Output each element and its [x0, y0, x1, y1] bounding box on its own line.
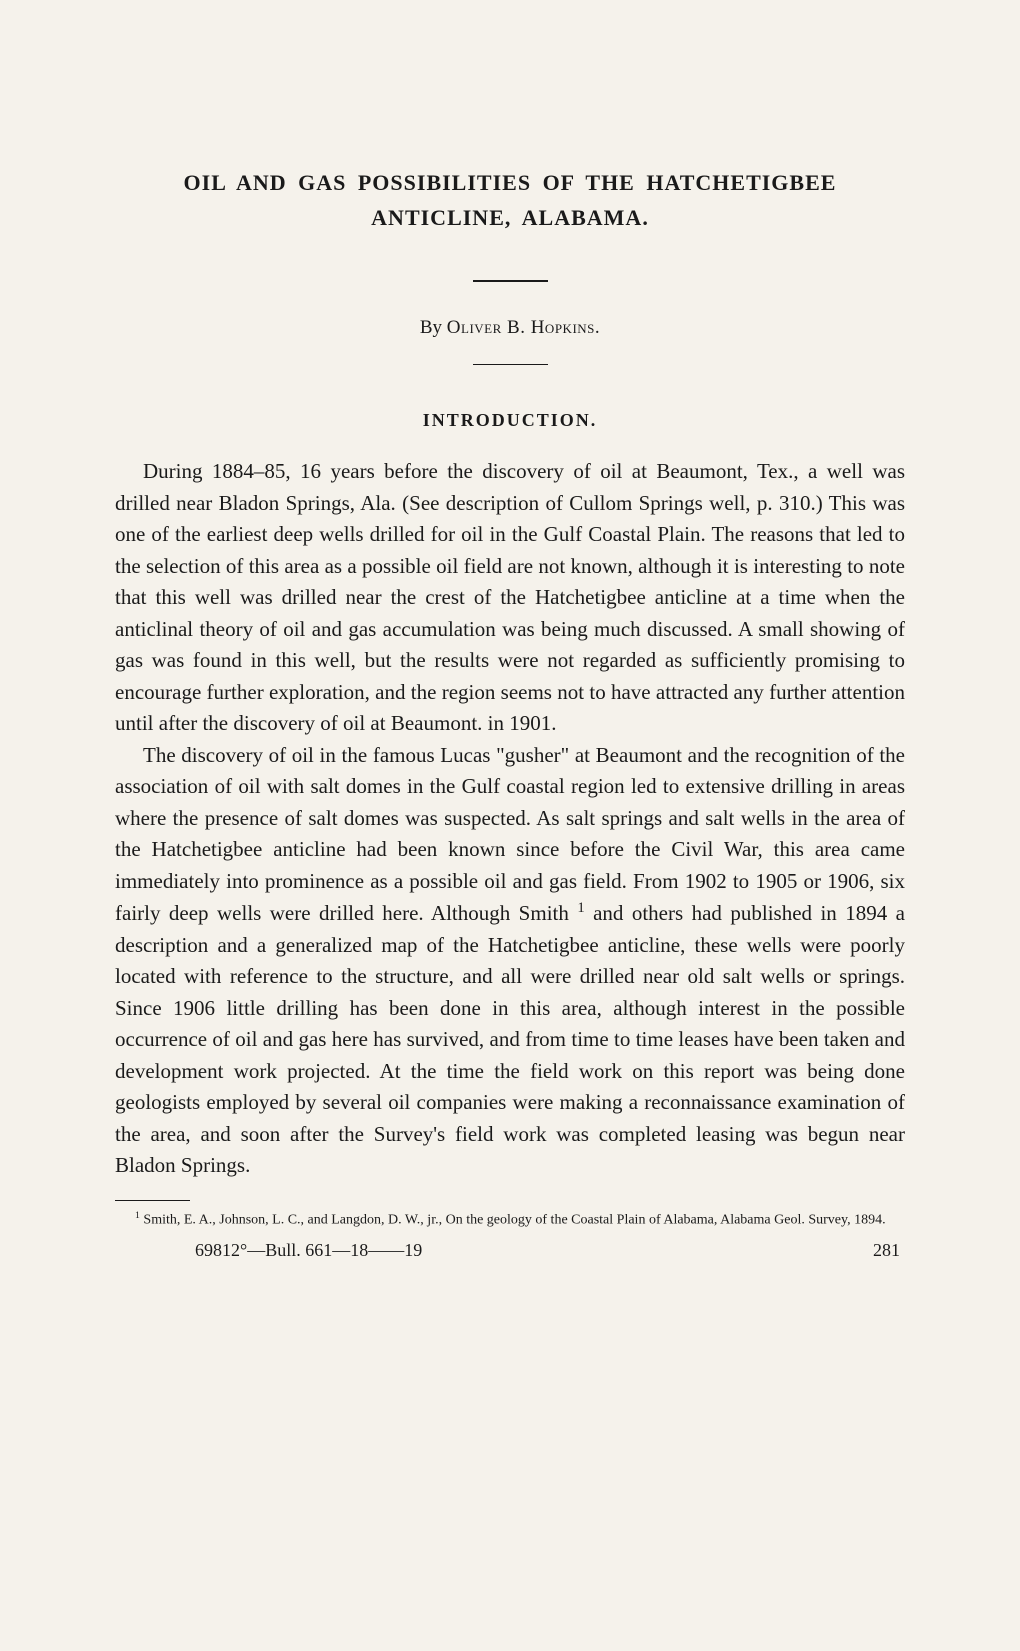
title-line-1: OIL AND GAS POSSIBILITIES OF THE HATCHET… [115, 165, 905, 200]
horizontal-rule [473, 280, 548, 282]
horizontal-rule [473, 364, 548, 366]
para2-part2: and others had published in 1894 a descr… [115, 901, 905, 1177]
page-number: 281 [873, 1240, 905, 1261]
footer-left: 69812°—Bull. 661—18——19 [115, 1240, 422, 1261]
body-text: During 1884–85, 16 years before the disc… [115, 456, 905, 1182]
paragraph-1: During 1884–85, 16 years before the disc… [115, 456, 905, 740]
footnote-text: Smith, E. A., Johnson, L. C., and Langdo… [140, 1213, 886, 1228]
footer-line: 69812°—Bull. 661—18——19 281 [115, 1240, 905, 1261]
section-heading: INTRODUCTION. [115, 410, 905, 431]
author-name: Oliver B. Hopkins. [447, 317, 600, 338]
paragraph-2: The discovery of oil in the famous Lucas… [115, 740, 905, 1182]
footnote-marker: 1 [577, 900, 584, 916]
author-by: By [420, 317, 447, 338]
footnote-rule [115, 1200, 190, 1201]
title-line-2: ANTICLINE, ALABAMA. [115, 200, 905, 235]
para2-part1: The discovery of oil in the famous Lucas… [115, 743, 905, 926]
footnote: 1 Smith, E. A., Johnson, L. C., and Lang… [115, 1209, 905, 1230]
document-title: OIL AND GAS POSSIBILITIES OF THE HATCHET… [115, 165, 905, 235]
author-line: By Oliver B. Hopkins. [115, 317, 905, 339]
